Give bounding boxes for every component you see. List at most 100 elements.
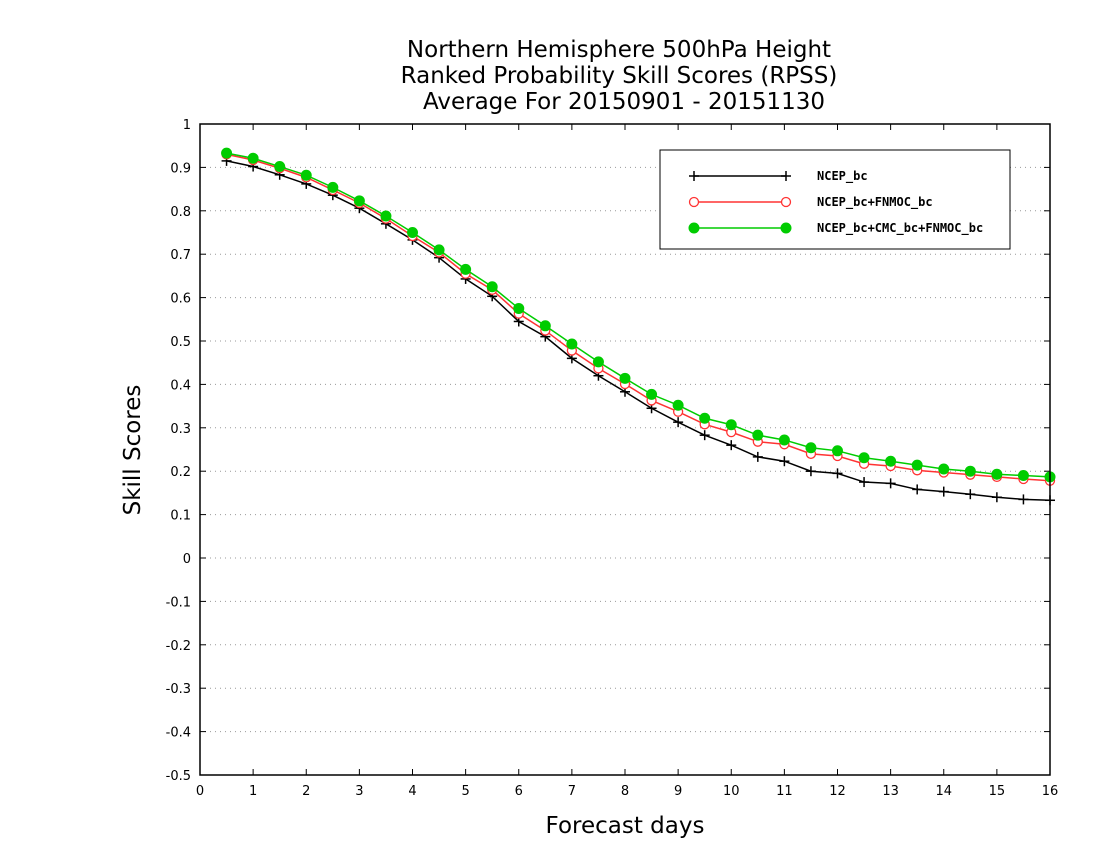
chart-title-line-3: Average For 20150901 - 20151130: [423, 89, 825, 115]
data-point-filled-circle: [486, 281, 498, 293]
y-tick-label: 0.3: [170, 422, 191, 437]
data-point-plus: [832, 468, 843, 479]
legend-label: NCEP_bc+FNMOC_bc: [817, 195, 933, 210]
data-point-plus: [991, 492, 1002, 503]
data-point-filled-circle: [832, 445, 843, 457]
legend-entry: NCEP_bc+FNMOC_bc: [688, 195, 933, 210]
chart-title-line-2: Ranked Probability Skill Scores (RPSS): [401, 63, 838, 89]
series-line: [226, 160, 1051, 502]
data-point-filled-circle: [407, 227, 418, 238]
data-point-plus: [938, 486, 949, 497]
y-tick-label: -0.1: [166, 595, 191, 610]
data-point-filled-circle: [353, 195, 365, 207]
data-point-filled-circle: [699, 412, 711, 424]
data-point-filled-circle: [566, 338, 578, 350]
y-tick-label: 0: [183, 552, 191, 567]
data-point-open-circle: [780, 196, 792, 208]
data-point-filled-circle: [380, 210, 392, 222]
data-point-filled-circle: [688, 222, 700, 234]
plot-area-frame: [199, 123, 1051, 776]
x-axis-ticks: 0 1 2 3 4 5 6 7 8 9 10 11 12 13 14 15 16: [196, 124, 1058, 799]
data-point-plus: [726, 440, 737, 451]
chart-title: Northern Hemisphere 500hPa Height Ranked…: [401, 37, 838, 115]
y-tick-label: 0.7: [170, 248, 191, 263]
legend: NCEP_bc NCEP_bc+FNMOC_bc NCEP_bc+CMC_bc+FN…: [659, 149, 1011, 250]
data-point-filled-circle: [646, 388, 658, 400]
data-point-filled-circle: [460, 263, 472, 275]
data-point-filled-circle: [433, 244, 445, 256]
x-tick-label: 3: [355, 784, 363, 799]
x-tick-label: 14: [935, 784, 952, 799]
x-tick-label: 1: [249, 784, 257, 799]
data-point-plus: [912, 484, 923, 495]
x-tick-label: 6: [515, 784, 523, 799]
x-tick-label: 10: [723, 784, 740, 799]
legend-label: NCEP_bc: [817, 169, 868, 184]
chart-title-line-1: Northern Hemisphere 500hPa Height: [407, 37, 831, 63]
data-point-open-circle: [688, 196, 700, 208]
legend-entry: NCEP_bc: [689, 169, 868, 184]
data-point-filled-circle: [725, 419, 737, 431]
data-point-plus: [781, 171, 791, 181]
y-tick-label: -0.2: [166, 639, 191, 654]
y-tick-label: 0.1: [170, 509, 191, 524]
gridlines: [200, 166, 1050, 733]
y-tick-label: 0.8: [170, 205, 191, 220]
x-axis-label: Forecast days: [546, 813, 705, 839]
x-tick-label: 2: [302, 784, 310, 799]
data-point-filled-circle: [327, 181, 339, 193]
data-point-plus: [673, 417, 684, 428]
legend-entry: NCEP_bc+CMC_bc+FNMOC_bc: [688, 221, 983, 236]
data-point-plus: [885, 478, 896, 489]
series-3: [221, 147, 1056, 483]
y-tick-label: 1: [183, 118, 191, 133]
x-tick-label: 0: [196, 784, 204, 799]
x-tick-label: 15: [989, 784, 1006, 799]
legend-label: NCEP_bc+CMC_bc+FNMOC_bc: [817, 221, 983, 236]
data-point-filled-circle: [964, 465, 976, 477]
data-series: [221, 147, 1056, 506]
data-point-plus: [689, 171, 699, 181]
data-point-plus: [1018, 494, 1029, 505]
data-point-filled-circle: [911, 459, 923, 471]
y-tick-label: -0.3: [166, 682, 191, 697]
data-point-plus: [965, 489, 976, 500]
data-point-filled-circle: [938, 463, 950, 475]
data-point-filled-circle: [539, 320, 551, 332]
data-point-filled-circle: [274, 161, 286, 173]
x-tick-label: 12: [829, 784, 846, 799]
y-tick-label: -0.4: [166, 726, 191, 741]
x-tick-label: 4: [408, 784, 416, 799]
x-tick-label: 5: [461, 784, 469, 799]
y-axis-label: Skill Scores: [120, 385, 146, 516]
y-tick-label: 0.4: [170, 378, 191, 393]
data-point-plus: [859, 477, 870, 488]
data-point-filled-circle: [991, 468, 1003, 480]
x-tick-label: 13: [882, 784, 899, 799]
data-point-filled-circle: [752, 429, 764, 441]
data-point-plus: [752, 451, 763, 462]
y-tick-label: 0.9: [170, 161, 191, 176]
data-point-filled-circle: [885, 455, 897, 467]
data-point-filled-circle: [778, 434, 790, 446]
legend-box: [659, 149, 1011, 250]
y-axis-ticks: -0.5 -0.4 -0.3 -0.2 -0.1 0 0.1 0.2 0.3 0.4 0.5 0.6 0…: [166, 118, 1050, 784]
data-point-filled-circle: [221, 147, 233, 159]
data-point-plus: [805, 466, 816, 477]
x-tick-label: 16: [1042, 784, 1059, 799]
data-point-filled-circle: [672, 399, 684, 411]
x-tick-label: 9: [674, 784, 682, 799]
y-tick-label: 0.5: [170, 335, 191, 350]
data-point-filled-circle: [592, 356, 604, 368]
data-point-plus: [779, 456, 790, 467]
data-point-plus: [699, 430, 710, 441]
data-point-filled-circle: [300, 169, 312, 181]
x-tick-label: 7: [568, 784, 576, 799]
y-tick-label: -0.5: [166, 769, 191, 784]
data-point-filled-circle: [780, 222, 792, 234]
data-point-filled-circle: [1017, 470, 1029, 482]
data-point-filled-circle: [619, 372, 631, 384]
y-tick-label: 0.6: [170, 292, 191, 307]
y-tick-label: 0.2: [170, 465, 191, 480]
